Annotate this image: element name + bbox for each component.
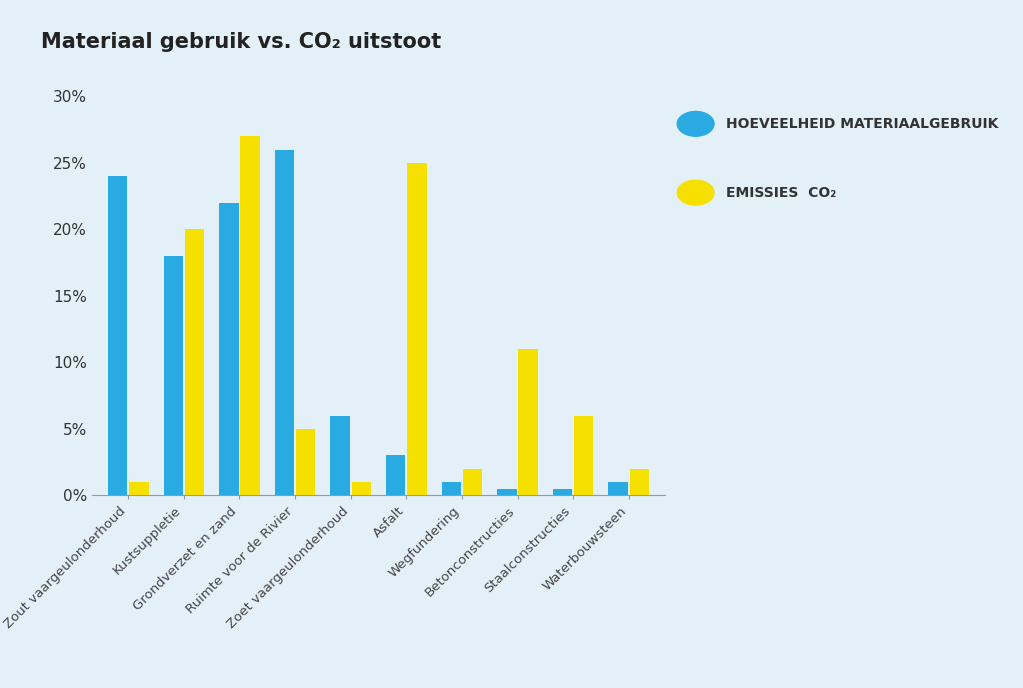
Bar (330, 416, 350, 495)
Bar (552, 488, 572, 495)
Text: HOEVEELHEID MATERIAALGEBRUIK: HOEVEELHEID MATERIAALGEBRUIK (726, 117, 998, 131)
Bar (107, 176, 128, 495)
Bar (275, 149, 295, 495)
Bar (574, 416, 593, 495)
Bar (442, 482, 461, 495)
Bar (352, 482, 371, 495)
Bar (185, 229, 205, 495)
Text: EMISSIES  CO₂: EMISSIES CO₂ (726, 186, 837, 200)
Bar (462, 469, 482, 495)
Bar (219, 203, 238, 495)
Bar (129, 482, 148, 495)
Bar (164, 256, 183, 495)
Bar (609, 482, 628, 495)
Bar (407, 163, 427, 495)
Text: Materiaal gebruik vs. CO₂ uitstoot: Materiaal gebruik vs. CO₂ uitstoot (41, 32, 441, 52)
Bar (386, 455, 405, 495)
Bar (497, 488, 517, 495)
Bar (296, 429, 315, 495)
Bar (240, 136, 260, 495)
Bar (519, 349, 538, 495)
Bar (629, 469, 650, 495)
